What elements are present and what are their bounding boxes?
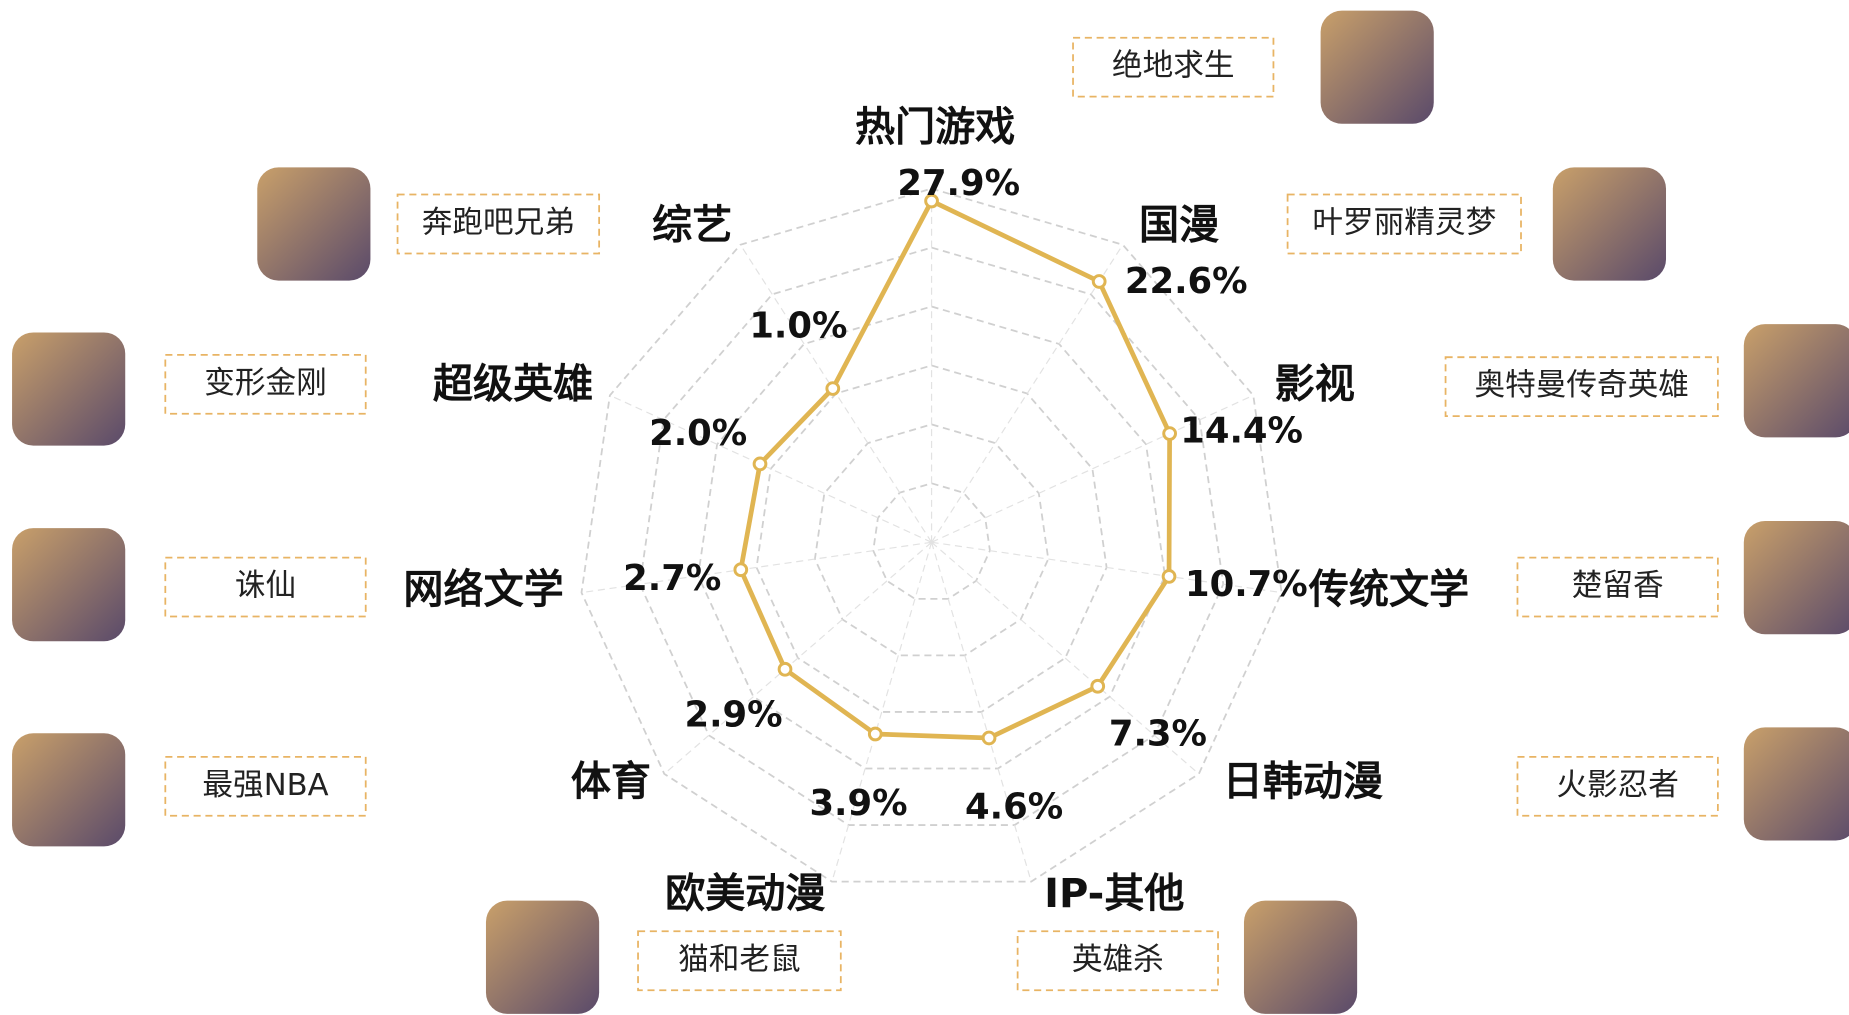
annotation-text: 最强NBA bbox=[202, 768, 328, 803]
value-label: 4.6% bbox=[965, 787, 1063, 828]
data-point bbox=[1164, 428, 1176, 440]
app-icon bbox=[1744, 727, 1849, 840]
value-label: 2.9% bbox=[684, 695, 782, 736]
annotation-text: 楚留香 bbox=[1572, 569, 1664, 604]
data-point bbox=[827, 383, 839, 395]
data-point bbox=[1093, 276, 1105, 288]
category-label: IP-其他 bbox=[1044, 871, 1184, 917]
annotation-text: 变形金刚 bbox=[204, 366, 327, 401]
value-label: 3.9% bbox=[809, 783, 907, 824]
value-label: 7.3% bbox=[1109, 714, 1207, 755]
annotation-text: 英雄杀 bbox=[1072, 942, 1164, 977]
app-icon bbox=[1553, 167, 1666, 280]
category-label: 传统文学 bbox=[1308, 567, 1469, 613]
data-point bbox=[1163, 571, 1175, 583]
value-label: 2.0% bbox=[649, 413, 747, 454]
data-point bbox=[1092, 680, 1104, 692]
category-label: 热门游戏 bbox=[855, 105, 1015, 151]
annotation-text: 奥特曼传奇英雄 bbox=[1474, 368, 1688, 403]
app-icon bbox=[12, 332, 125, 445]
category-label: 国漫 bbox=[1139, 203, 1219, 249]
app-icon bbox=[1321, 11, 1434, 124]
category-label: 日韩动漫 bbox=[1223, 759, 1383, 805]
value-label: 14.4% bbox=[1180, 411, 1303, 452]
annotation-text: 绝地求生 bbox=[1112, 49, 1235, 84]
data-point bbox=[983, 732, 995, 744]
category-label: 超级英雄 bbox=[433, 362, 593, 408]
annotation-text: 叶罗丽精灵梦 bbox=[1312, 205, 1496, 240]
app-icon bbox=[1244, 901, 1357, 1014]
app-icon bbox=[12, 733, 125, 846]
app-icon bbox=[1744, 521, 1849, 634]
app-icon bbox=[1744, 324, 1849, 437]
app-icon bbox=[12, 528, 125, 641]
category-label: 体育 bbox=[571, 759, 651, 805]
data-point bbox=[779, 663, 791, 675]
chart: 热门游戏 27.9% 国漫 22.6% 影视14.4% 传统文学10.7% 日韩动漫 7.3%… bbox=[0, 0, 1849, 1015]
category-label: 影视 bbox=[1275, 362, 1355, 408]
category-label: 欧美动漫 bbox=[665, 871, 825, 917]
value-label: 2.7% bbox=[623, 558, 721, 599]
app-icon bbox=[486, 901, 599, 1014]
plot-area bbox=[735, 195, 1176, 744]
data-point bbox=[735, 564, 747, 576]
category-label: 网络文学 bbox=[403, 567, 563, 613]
annotation-text: 火影忍者 bbox=[1556, 768, 1679, 803]
value-label: 27.9% bbox=[897, 163, 1020, 204]
value-label: 1.0% bbox=[749, 306, 847, 347]
category-label: 综艺 bbox=[652, 203, 732, 249]
value-label: 22.6% bbox=[1125, 261, 1248, 302]
annotation-text: 奔跑吧兄弟 bbox=[422, 205, 575, 240]
annotation-text: 诛仙 bbox=[235, 569, 296, 604]
data-point bbox=[869, 728, 881, 740]
annotation-text: 猫和老鼠 bbox=[678, 942, 801, 977]
data-point bbox=[754, 458, 766, 470]
spoke bbox=[932, 245, 1123, 543]
app-icon bbox=[257, 167, 370, 280]
value-label: 10.7% bbox=[1185, 564, 1308, 605]
